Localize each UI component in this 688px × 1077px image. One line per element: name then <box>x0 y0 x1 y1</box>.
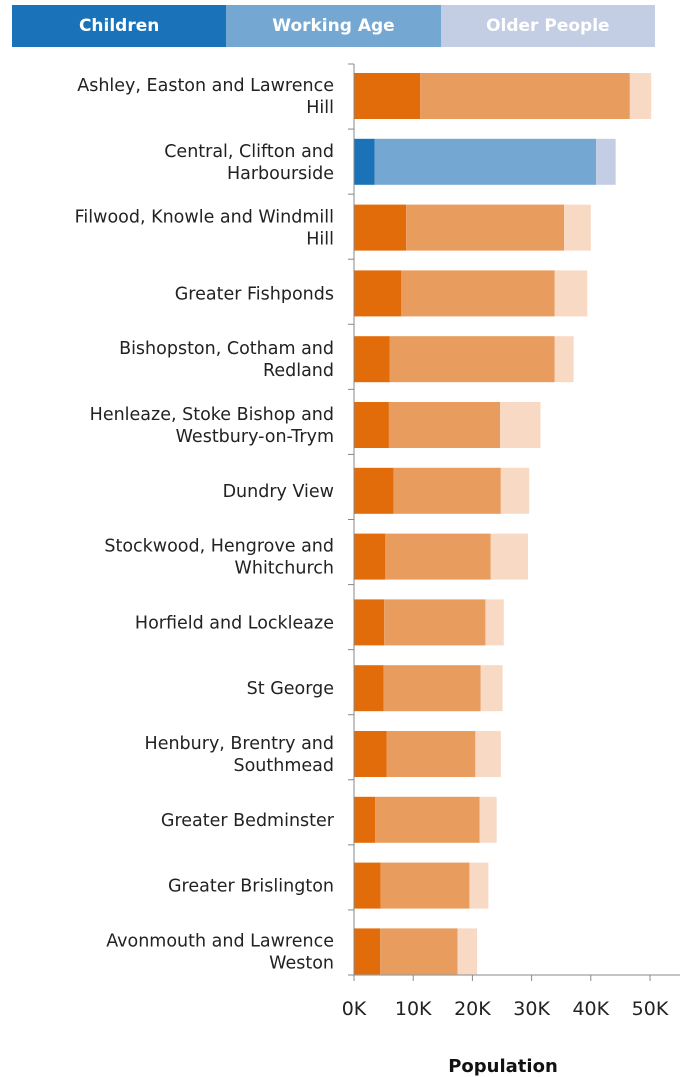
category-label-line: Central, Clifton and <box>164 142 334 162</box>
bar-children-13[interactable] <box>354 928 381 975</box>
legend: Children Working Age Older People <box>12 5 655 47</box>
bar-older-people-8[interactable] <box>485 599 504 646</box>
category-label-1: Central, Clifton and Harbourside <box>164 142 334 184</box>
bar-working-age-3[interactable] <box>401 270 555 317</box>
bar-working-age-6[interactable] <box>393 467 501 514</box>
bar-working-age-1[interactable] <box>374 138 597 185</box>
category-label-7: Stockwood, Hengrove and Whitchurch <box>104 537 334 579</box>
category-label-line: Horfield and Lockleaze <box>135 613 334 633</box>
bar-children-9[interactable] <box>354 665 384 712</box>
category-label-8: Horfield and Lockleaze <box>135 613 334 633</box>
bar-older-people-0[interactable] <box>629 73 652 119</box>
category-label-13: Avonmouth and Lawrence Weston <box>106 931 334 973</box>
bar-older-people-4[interactable] <box>554 336 574 383</box>
x-tick-label-4: 40K <box>572 998 609 1020</box>
category-label-0: Ashley, Easton and Lawrence Hill <box>77 76 334 118</box>
bar-older-people-3[interactable] <box>554 270 588 317</box>
legend-label-children: Children <box>78 16 160 36</box>
category-label-3: Greater Fishponds <box>175 284 334 304</box>
bar-working-age-13[interactable] <box>380 928 458 975</box>
bars-layer <box>354 73 652 975</box>
bar-working-age-2[interactable] <box>406 204 565 251</box>
category-label-line: Filwood, Knowle and Windmill <box>75 208 334 228</box>
category-label-line: Greater Brislington <box>168 877 334 897</box>
category-label-line: Ashley, Easton and Lawrence <box>77 76 334 96</box>
x-axis-title: Population <box>448 1056 558 1077</box>
category-label-line: Weston <box>269 953 334 973</box>
category-label-line: Henleaze, Stoke Bishop and <box>90 405 334 425</box>
bar-older-people-12[interactable] <box>469 862 489 909</box>
bar-working-age-8[interactable] <box>384 599 486 646</box>
bar-children-6[interactable] <box>354 467 394 514</box>
bar-older-people-10[interactable] <box>475 731 501 777</box>
category-label-line: Hill <box>306 98 334 118</box>
bar-working-age-7[interactable] <box>385 533 491 580</box>
category-label-line: Southmead <box>233 756 334 776</box>
bar-older-people-5[interactable] <box>500 402 541 448</box>
category-label-9: St George <box>247 679 334 699</box>
bar-older-people-2[interactable] <box>564 204 591 251</box>
category-label-line: Stockwood, Hengrove and <box>104 537 334 557</box>
bar-children-4[interactable] <box>354 336 390 383</box>
legend-label-working-age: Working Age <box>272 16 395 36</box>
x-tick-label-5: 50K <box>632 998 669 1020</box>
bar-children-5[interactable] <box>354 402 389 448</box>
category-label-line: Avonmouth and Lawrence <box>106 931 334 951</box>
bar-children-8[interactable] <box>354 599 385 646</box>
bar-working-age-12[interactable] <box>380 862 470 909</box>
category-label-12: Greater Brislington <box>168 877 334 897</box>
category-label-10: Henbury, Brentry and Southmead <box>145 734 334 776</box>
category-label-2: Filwood, Knowle and Windmill Hill <box>75 208 334 250</box>
legend-item-older-people[interactable]: Older People <box>440 5 655 47</box>
category-label-line: Harbourside <box>227 164 334 184</box>
x-tick-label-0: 0K <box>342 998 367 1020</box>
legend-label-older-people: Older People <box>486 16 610 36</box>
x-tick-label-2: 20K <box>454 998 491 1020</box>
legend-item-children[interactable]: Children <box>12 5 227 47</box>
category-label-6: Dundry View <box>223 482 334 502</box>
bar-older-people-11[interactable] <box>479 796 497 843</box>
bar-children-0[interactable] <box>354 73 421 119</box>
bar-older-people-6[interactable] <box>500 467 530 514</box>
category-label-line: Bishopston, Cotham and <box>119 339 334 359</box>
bar-children-2[interactable] <box>354 204 407 251</box>
category-label-11: Greater Bedminster <box>161 811 335 831</box>
bar-working-age-9[interactable] <box>383 665 481 712</box>
bar-older-people-13[interactable] <box>457 928 478 975</box>
category-label-5: Henleaze, Stoke Bishop and Westbury-on-Tr… <box>90 405 334 447</box>
bar-older-people-1[interactable] <box>596 138 616 185</box>
bar-children-7[interactable] <box>354 533 386 580</box>
bar-children-1[interactable] <box>354 138 375 185</box>
category-label-line: Greater Bedminster <box>161 811 335 831</box>
bar-older-people-9[interactable] <box>480 665 503 712</box>
axes: 0K 10K 20K 30K 40K 50K <box>342 63 680 1020</box>
category-label-line: St George <box>247 679 334 699</box>
category-label-4: Bishopston, Cotham and Redland <box>119 339 334 381</box>
x-tick-label-3: 30K <box>513 998 550 1020</box>
bar-children-12[interactable] <box>354 862 381 909</box>
category-labels: Ashley, Easton and Lawrence HillCentral, … <box>75 76 335 973</box>
category-label-line: Dundry View <box>223 482 334 502</box>
bar-children-3[interactable] <box>354 270 402 317</box>
bar-working-age-5[interactable] <box>388 402 501 448</box>
bar-working-age-0[interactable] <box>420 73 630 119</box>
legend-item-working-age[interactable]: Working Age <box>226 5 441 47</box>
category-label-line: Greater Fishponds <box>175 284 334 304</box>
category-label-line: Hill <box>306 230 334 250</box>
category-label-line: Whitchurch <box>235 559 334 579</box>
bar-older-people-7[interactable] <box>490 533 529 580</box>
bar-working-age-10[interactable] <box>386 731 476 777</box>
bar-children-11[interactable] <box>354 796 376 843</box>
category-label-line: Redland <box>263 361 334 381</box>
bar-children-10[interactable] <box>354 731 387 777</box>
x-tick-label-1: 10K <box>395 998 432 1020</box>
category-label-line: Westbury-on-Trym <box>176 427 334 447</box>
category-label-line: Henbury, Brentry and <box>145 734 334 754</box>
bar-working-age-4[interactable] <box>389 336 555 383</box>
bar-working-age-11[interactable] <box>375 796 480 843</box>
